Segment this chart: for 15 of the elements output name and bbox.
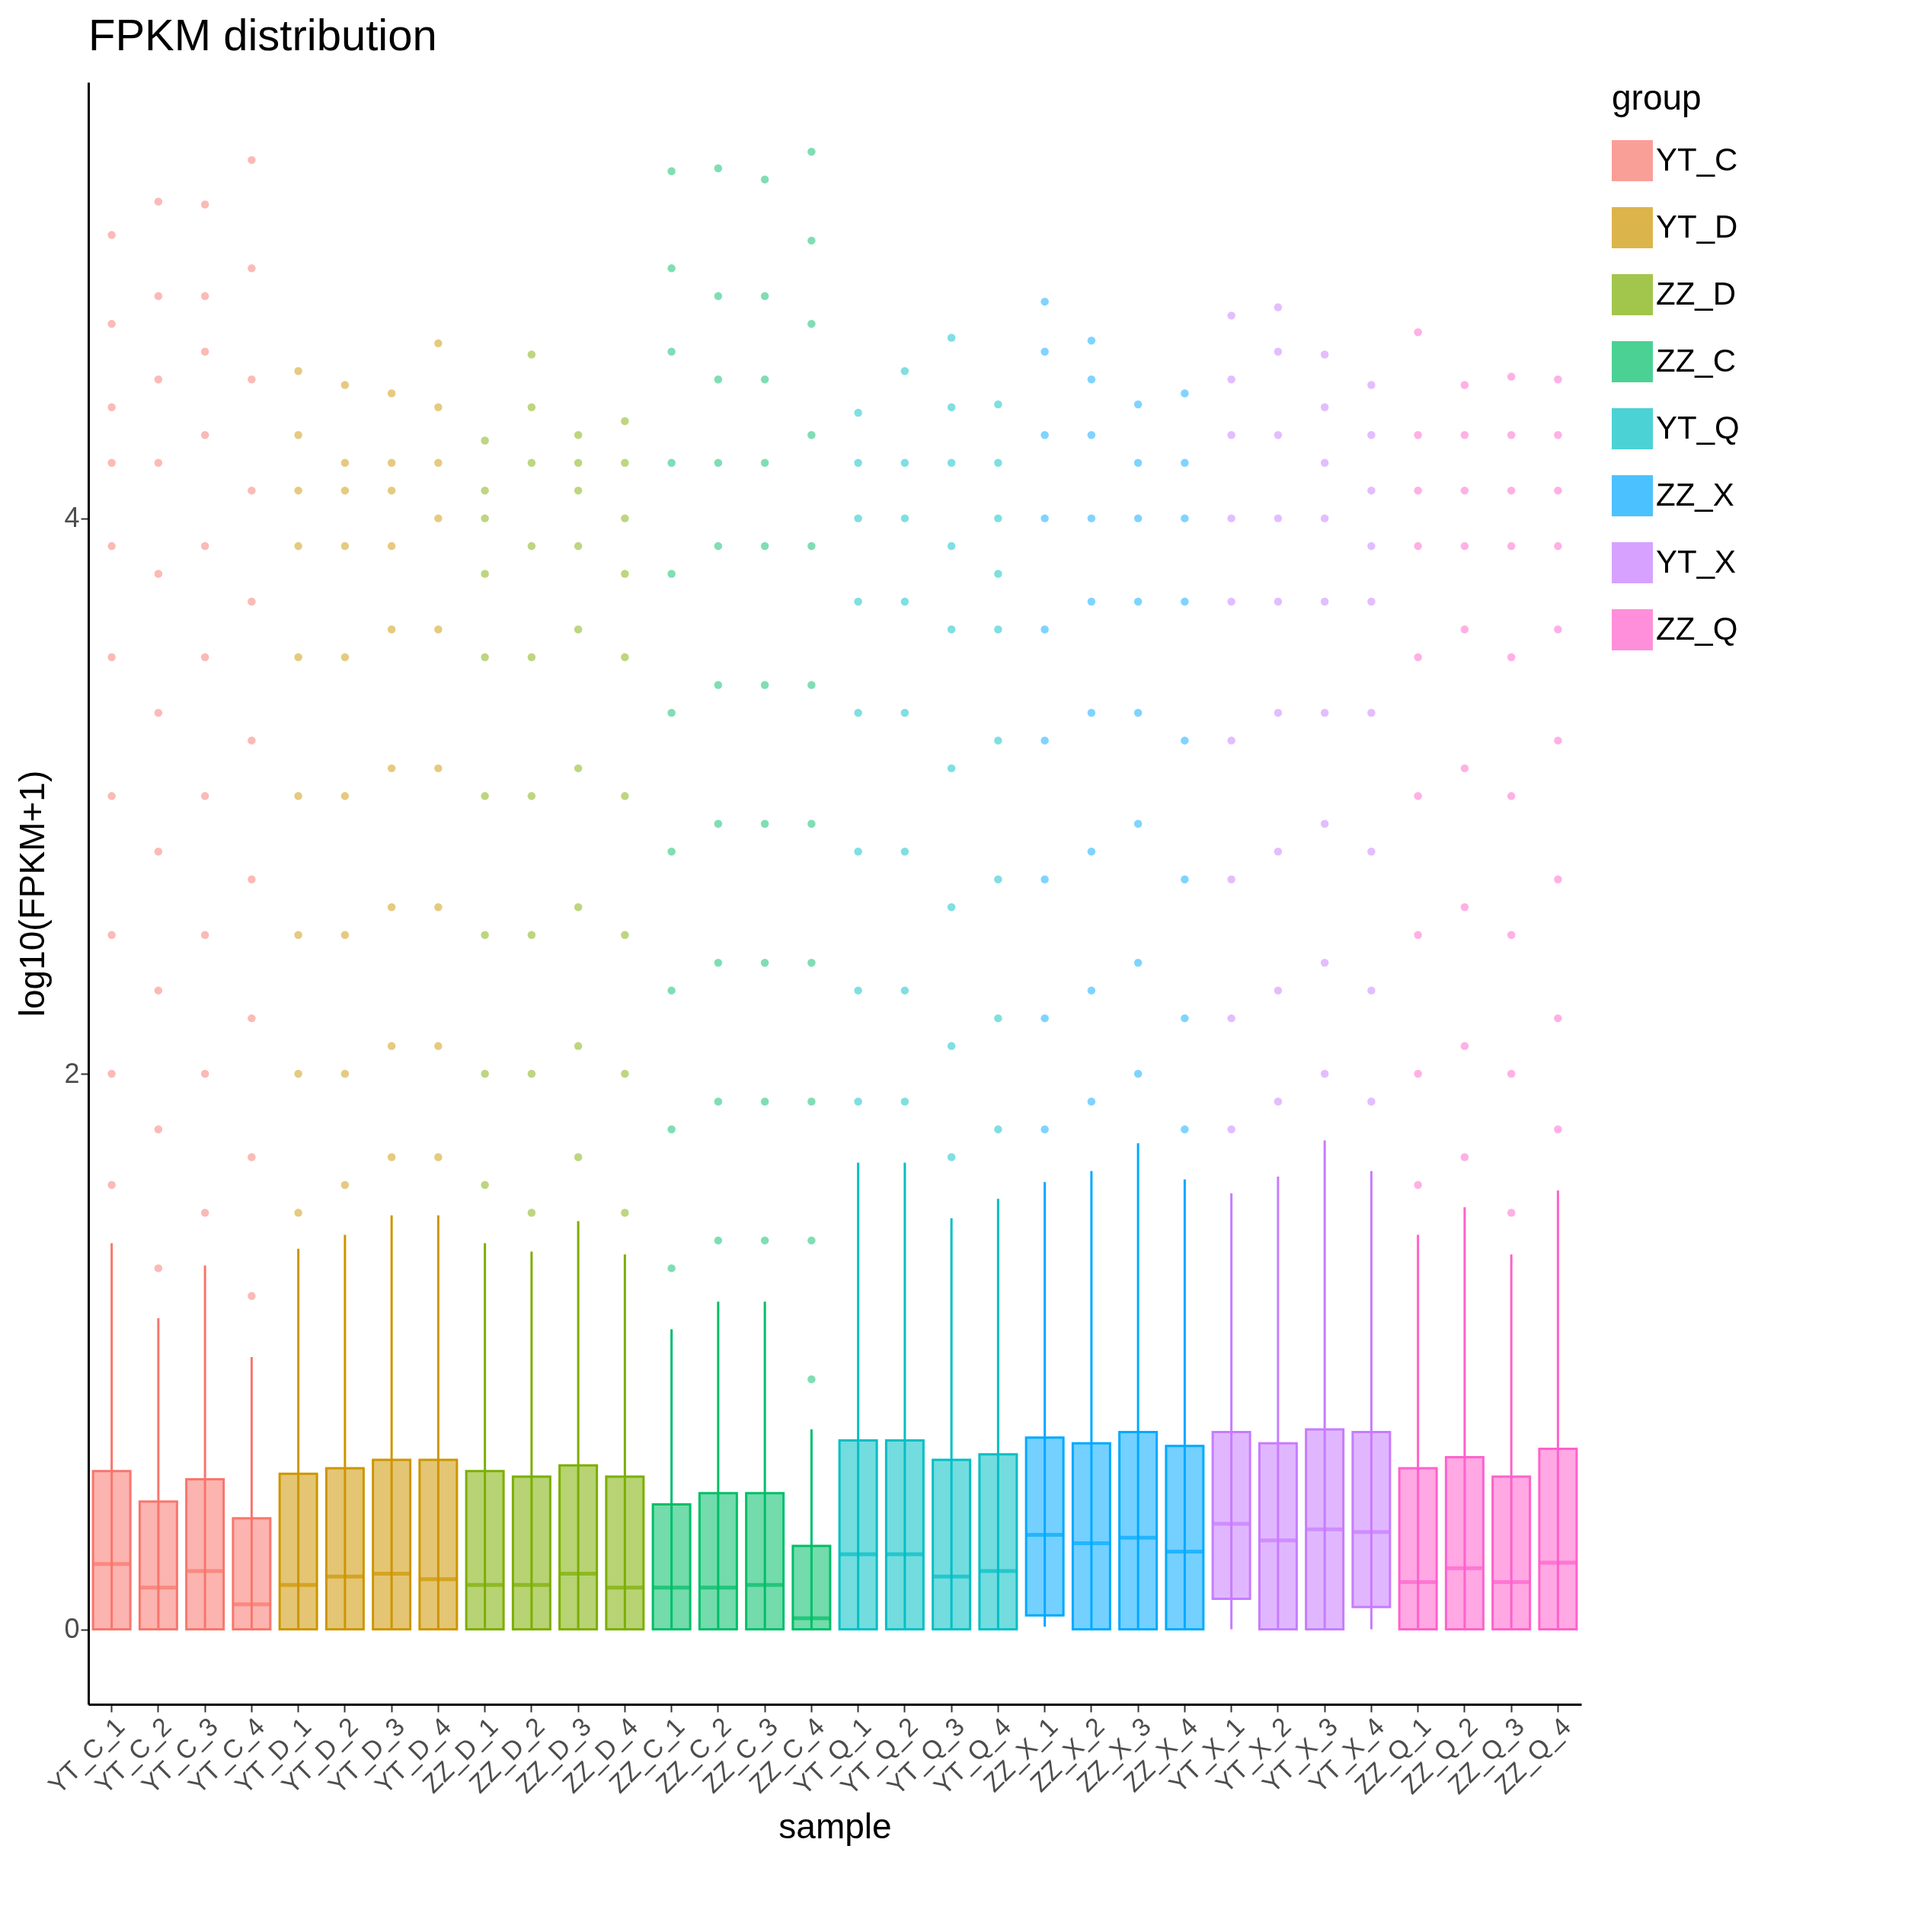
legend-title: group [1612, 78, 1702, 117]
y-axis-title: log10(FPKM+1) [12, 770, 53, 1017]
y-tick-label: 2 [64, 1057, 80, 1089]
legend-label: ZZ_C [1656, 343, 1736, 378]
legend-label: YT_X [1656, 544, 1737, 580]
chart-title: FPKM distribution [88, 10, 437, 59]
legend-label: YT_D [1656, 209, 1738, 244]
legend-label: ZZ_D [1656, 276, 1736, 311]
y-tick-label: 0 [64, 1613, 80, 1645]
x-axis-title: sample [778, 1806, 892, 1847]
y-tick-label: 4 [64, 502, 80, 534]
legend-label: ZZ_X [1656, 477, 1734, 513]
legend-label: ZZ_Q [1656, 611, 1738, 647]
legend-label: YT_C [1656, 142, 1738, 177]
legend-label: YT_Q [1656, 410, 1740, 445]
